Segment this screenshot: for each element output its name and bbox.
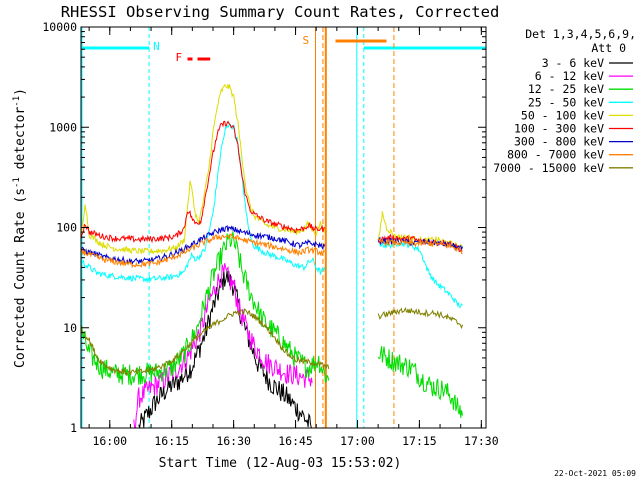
series-tail-3 [377,240,463,308]
y-axis-label-end: ) [13,88,28,96]
flare-label: F [176,51,183,64]
detector-info-line1: Det 1,3,4,5,6,9, [525,27,636,41]
plot-area: N F S 10000 1000 100 10 1 16:00 16:15 16:30 16:45 17… [42,20,498,448]
y-axis-label: Corrected Count Rate (s-1 detector-1) [12,88,28,368]
series-line-4 [81,83,326,255]
legend-label: 3 - 6 keV [542,56,604,70]
series-tail-7 [377,238,463,255]
legend-label: 7000 - 15000 keV [493,161,604,175]
y-tick-label: 100 [56,221,77,235]
series-line-8 [81,308,330,376]
timestamp: 22-Oct-2021 05:09 [554,469,636,478]
x-tick-label: 16:15 [154,434,189,448]
y-axis-label-sup1: -1 [12,177,22,188]
series-line-1 [133,263,313,428]
detector-info-line2: Att 0 [591,41,626,55]
legend-label: 300 - 800 keV [514,135,604,149]
night-label: N [153,40,160,53]
x-tick-label: 16:45 [278,434,313,448]
series-line-3 [81,121,326,284]
series-line-0 [138,269,312,428]
svg-text:Corrected Count Rate (s-1 dete: Corrected Count Rate (s-1 detector-1) [12,88,28,368]
legend-label: 25 - 50 keV [528,95,604,109]
series-tail-2 [377,346,463,418]
chart-title: RHESSI Observing Summary Count Rates, Co… [61,3,500,21]
series-tail-8 [377,306,463,330]
x-tick-label: 17:15 [402,434,437,448]
y-tick-label: 1000 [49,120,77,134]
y-axis-label-main: Corrected Count Rate (s [13,188,28,368]
y-axis-label-mid: detector [13,107,28,178]
legend-label: 100 - 300 keV [514,122,604,136]
legend-label: 800 - 7000 keV [507,148,604,162]
x-tick-label: 16:30 [216,434,251,448]
series-line-5 [81,120,326,244]
y-tick-label: 10 [63,321,77,335]
legend-label: 6 - 12 keV [535,69,604,83]
series-line-7 [81,233,326,269]
x-axis-label: Start Time (12-Aug-03 15:53:02) [159,456,402,471]
x-tick-label: 16:00 [92,434,127,448]
y-tick-label: 10000 [42,20,77,34]
legend-label: 12 - 25 keV [528,82,604,96]
data-layer [81,27,486,428]
x-tick-label: 17:30 [464,434,499,448]
saa-label: S [302,34,309,47]
x-tick-label: 17:00 [340,434,375,448]
legend-label: 50 - 100 keV [521,108,604,122]
y-axis-label-sup2: -1 [12,96,22,107]
y-tick-label: 1 [70,421,77,435]
